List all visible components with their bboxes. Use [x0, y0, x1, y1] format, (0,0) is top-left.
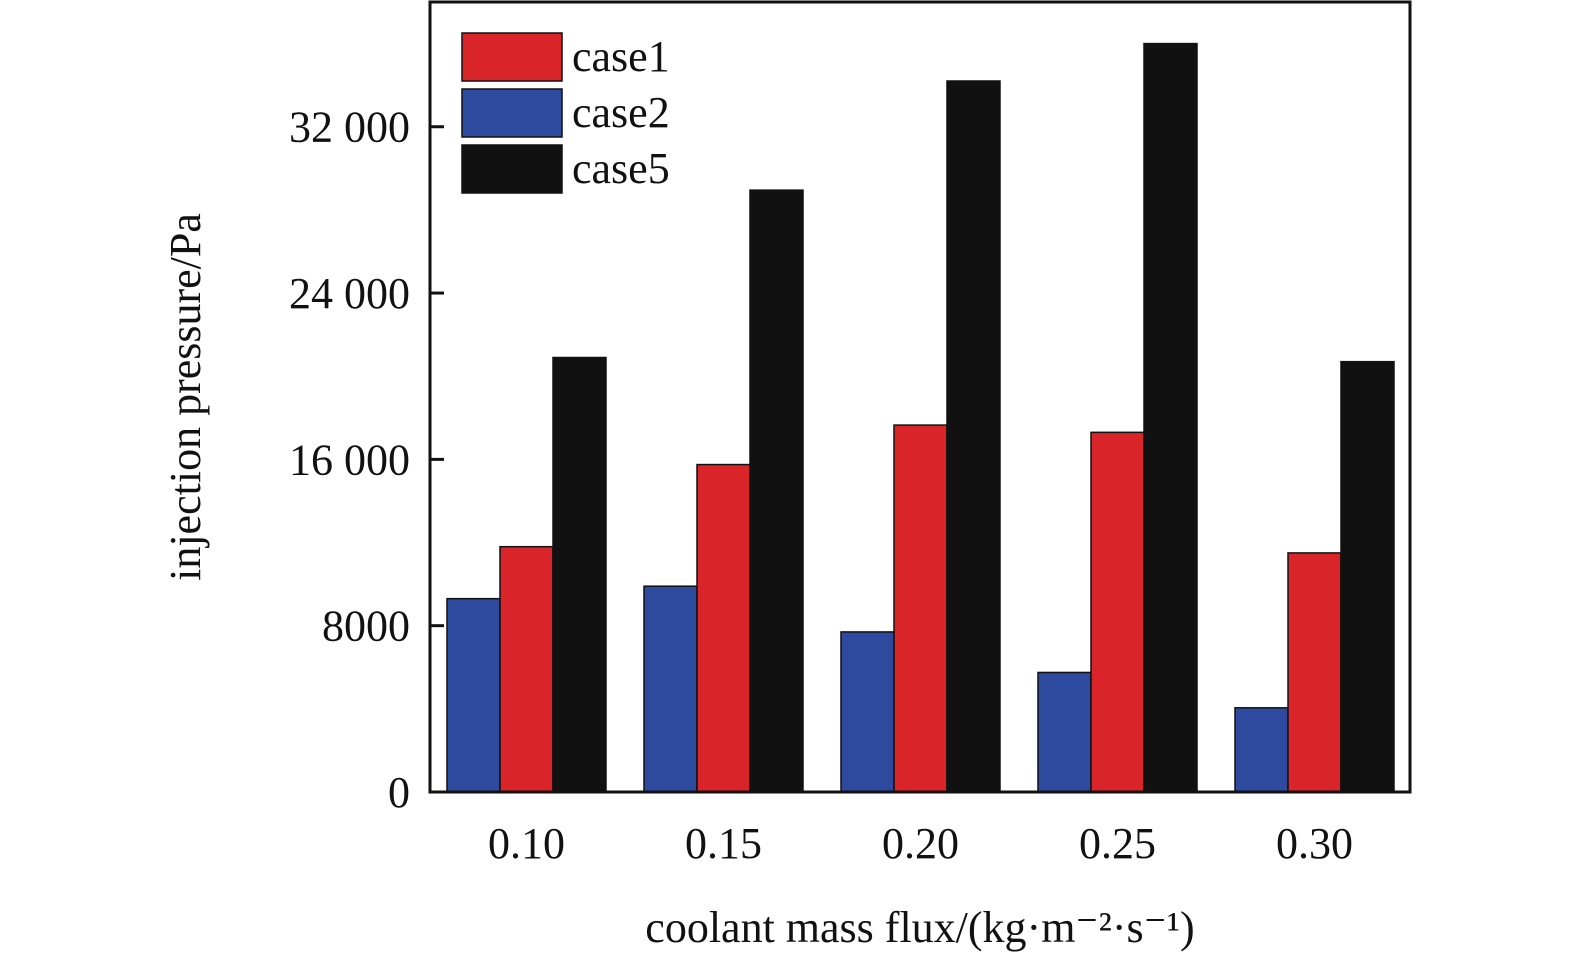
bar-case1-0.10	[499, 545, 554, 793]
y-tick-label: 16 000	[289, 435, 410, 484]
bar-case5-0.15	[749, 189, 804, 793]
x-tick-label: 0.10	[488, 819, 565, 868]
bar-case5-0.25	[1143, 42, 1198, 793]
bar-case2-0.25	[1037, 671, 1092, 793]
x-axis: 0.10 0.15 0.20 0.25 0.30	[488, 819, 1353, 868]
bar-case2-0.30	[1234, 707, 1289, 793]
x-tick-label: 0.20	[882, 819, 959, 868]
y-tick-label: 32 000	[289, 103, 410, 152]
legend-swatch-case5	[461, 144, 563, 194]
bar-case2-0.10	[446, 597, 501, 793]
legend-swatch-case2	[461, 88, 563, 138]
bars-layer	[446, 42, 1395, 793]
bar-case1-0.20	[893, 424, 948, 793]
bar-case5-0.30	[1340, 360, 1395, 793]
bar-case1-0.15	[696, 463, 751, 793]
legend-swatch-case1	[461, 32, 563, 82]
y-tick-label: 24 000	[289, 269, 410, 318]
bar-case5-0.10	[552, 356, 607, 793]
y-tick-label: 0	[388, 768, 410, 817]
legend-label-case5: case5	[572, 144, 670, 193]
x-tick-label: 0.15	[685, 819, 762, 868]
x-tick-label: 0.30	[1276, 819, 1353, 868]
y-tick-label: 8000	[322, 602, 410, 651]
legend-label-case2: case2	[572, 88, 670, 137]
y-axis-label: injection pressure/Pa	[161, 213, 210, 581]
legend: case1 case2 case5	[461, 32, 670, 194]
bar-case5-0.20	[946, 80, 1001, 793]
x-axis-label: coolant mass flux/(kg·m⁻²·s⁻¹)	[645, 903, 1194, 952]
bar-case2-0.15	[643, 585, 698, 793]
y-axis: 0 8000 16 000 24 000 32 000	[289, 103, 444, 817]
legend-label-case1: case1	[572, 32, 670, 81]
bar-case1-0.30	[1287, 552, 1342, 793]
bar-case1-0.25	[1090, 431, 1145, 793]
x-tick-label: 0.25	[1079, 819, 1156, 868]
plot-frame	[428, 0, 1412, 794]
bar-case2-0.20	[840, 631, 895, 793]
